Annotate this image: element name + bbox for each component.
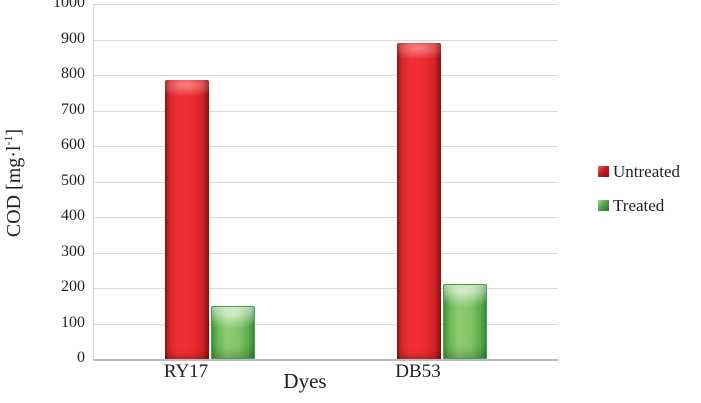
gridline — [94, 4, 558, 5]
y-tick-label: 900 — [61, 29, 85, 47]
y-tick-label: 200 — [61, 278, 85, 296]
bar-untreated-ry17 — [165, 80, 209, 359]
gridline — [94, 288, 558, 289]
gridline — [94, 323, 558, 325]
bar-treated-db53 — [443, 284, 487, 359]
y-tick-label: 0 — [77, 349, 85, 367]
y-axis-title-superscript: -1 — [1, 135, 16, 146]
gridline — [94, 146, 558, 147]
y-axis-title-text: COD [mg·l — [2, 145, 25, 238]
untreated-swatch-icon — [598, 166, 609, 177]
x-tick-label: RY17 — [163, 361, 209, 382]
plot-area — [93, 4, 558, 361]
legend-label-untreated: Untreated — [613, 162, 681, 181]
y-tick-label: 1000 — [53, 0, 85, 12]
y-tick-label: 100 — [61, 313, 85, 331]
y-tick-label: 300 — [61, 242, 85, 260]
y-tick-label: 400 — [61, 207, 85, 225]
y-tick-label: 600 — [61, 136, 85, 154]
y-axis-title-close: ] — [2, 128, 25, 136]
legend-item-treated: Treated — [598, 197, 680, 214]
x-tick-label: DB53 — [395, 361, 441, 382]
gridline — [94, 217, 558, 218]
bar-treated-ry17 — [211, 305, 255, 359]
legend-label-treated: Treated — [613, 196, 665, 215]
gridline — [94, 39, 558, 41]
legend-item-untreated: Untreated — [598, 163, 680, 180]
gridline — [94, 252, 558, 254]
bar-untreated-db53 — [397, 43, 441, 359]
gridline — [94, 75, 558, 76]
x-axis-title: Dyes — [283, 369, 327, 393]
legend: Untreated Treated — [598, 163, 680, 214]
y-tick-label: 700 — [61, 100, 85, 118]
treated-swatch-icon — [598, 200, 609, 211]
y-axis-title: COD [mg·l-1] — [1, 128, 25, 238]
y-tick-label: 800 — [61, 65, 85, 83]
gridline — [94, 181, 558, 183]
y-tick-label: 500 — [61, 171, 85, 189]
gridline — [94, 110, 558, 112]
